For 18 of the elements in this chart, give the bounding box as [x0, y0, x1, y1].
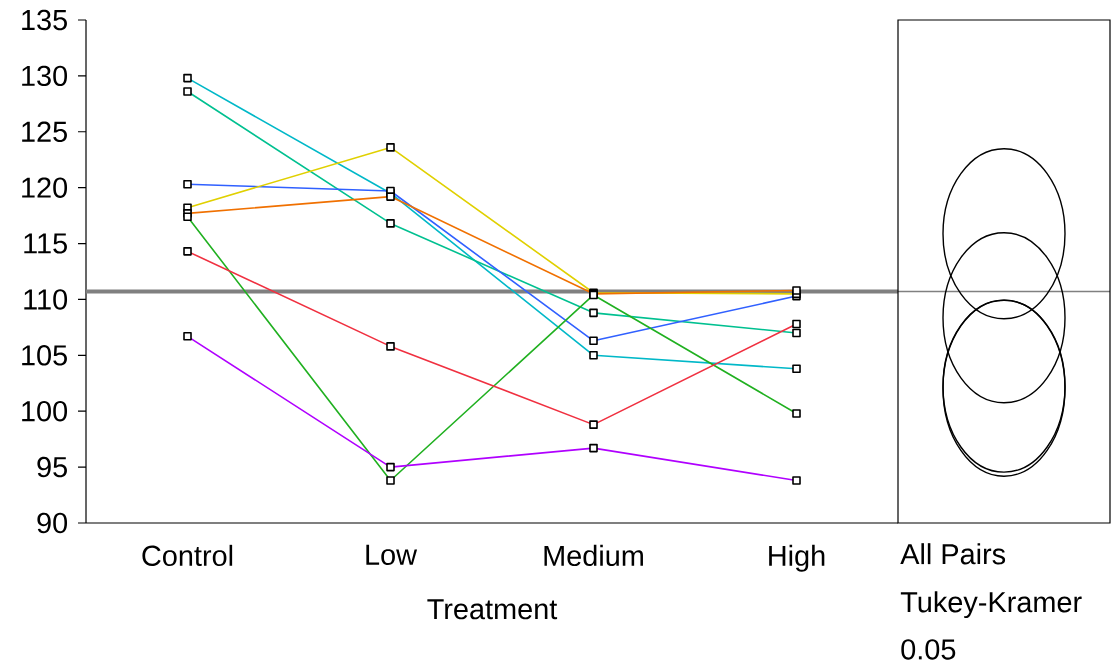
y-tick-label: 115: [24, 233, 67, 254]
y-tick-label: 125: [22, 121, 67, 142]
y-tick-label: 105: [22, 345, 67, 366]
x-tick-label: Low: [366, 544, 418, 565]
x-axis-title: Treatment: [427, 599, 558, 620]
x-tick-label: Control: [142, 544, 233, 567]
y-tick-label: 90: [37, 512, 68, 534]
text: All Pairs: [900, 543, 1006, 565]
text: Tukey-Kramer: [900, 591, 1082, 619]
y-tick-label: 100: [22, 400, 68, 422]
x-tick-label: Medium: [544, 544, 643, 567]
y-tick-label: 135: [22, 9, 67, 31]
text: 0.05: [901, 639, 956, 660]
y-tick-label: 130: [22, 65, 68, 87]
y-tick-label: 120: [22, 177, 68, 198]
y-tick-label: 110: [24, 289, 68, 310]
y-tick-label: 95: [37, 456, 67, 478]
x-tick-label: High: [769, 544, 825, 572]
